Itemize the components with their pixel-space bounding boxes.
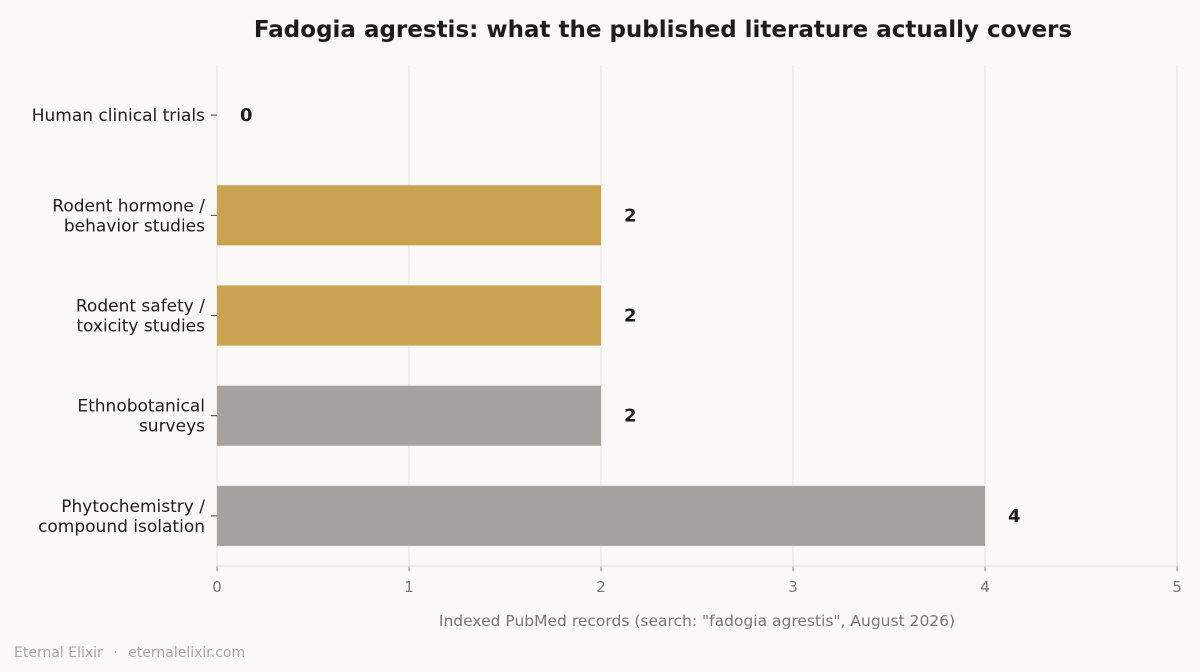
data-label: 2: [624, 406, 637, 427]
data-label: 0: [240, 105, 253, 126]
x-tick-label: 4: [980, 578, 990, 596]
x-tick-label: 3: [788, 578, 798, 596]
y-tick-label: Human clinical trials: [32, 106, 205, 126]
y-tick-label: Phytochemistry / compound isolation: [38, 497, 205, 537]
footer-brand: Eternal Elixir: [14, 645, 103, 661]
bars: 0 2 2 2 4: [217, 105, 1021, 546]
axes: 0 1 2 3 4 5 Human clinical trials Rodent hormon…: [32, 106, 1182, 596]
x-tick-label: 0: [212, 578, 222, 596]
y-tick-label: Rodent hormone / behavior studies: [52, 196, 205, 236]
x-tick-label: 1: [404, 578, 414, 596]
data-label: 2: [624, 306, 637, 327]
data-label: 2: [624, 205, 637, 226]
bar: [217, 385, 601, 446]
bar: [217, 285, 601, 346]
y-tick-label: Rodent safety / toxicity studies: [76, 297, 205, 337]
chart-title: Fadogia agrestis: what the published lit…: [254, 17, 1072, 43]
footer-separator: ·: [113, 645, 118, 661]
x-tick-label: 5: [1172, 578, 1182, 596]
y-tick-label: Ethnobotanical surveys: [77, 397, 205, 437]
data-label: 4: [1008, 506, 1021, 527]
bar: [217, 185, 601, 246]
footer: Eternal Elixir · eternalelixir.com: [14, 645, 245, 661]
x-tick-label: 2: [596, 578, 606, 596]
bar: [217, 485, 985, 546]
x-axis-label: Indexed PubMed records (search: "fadogia…: [439, 612, 955, 630]
footer-site: eternalelixir.com: [128, 645, 246, 661]
